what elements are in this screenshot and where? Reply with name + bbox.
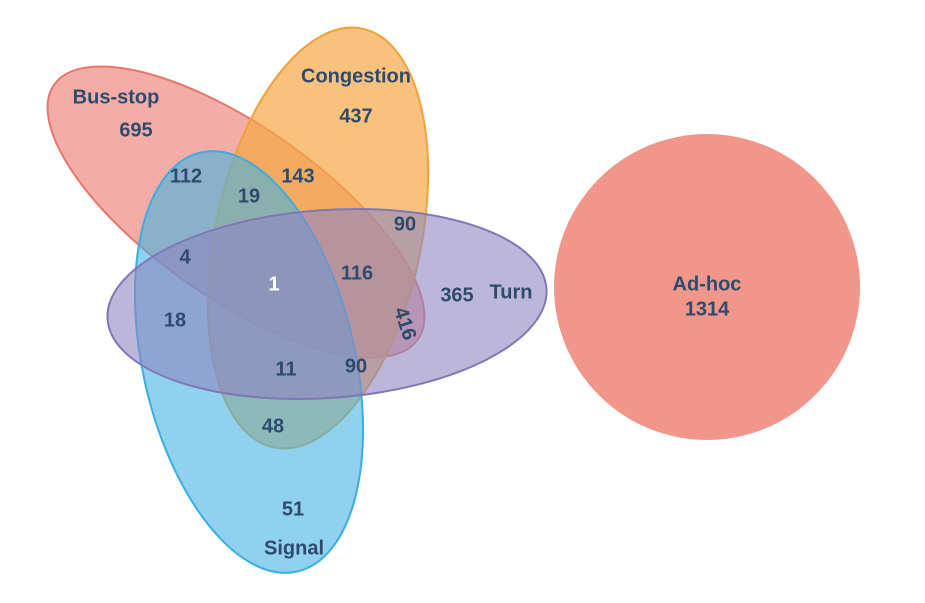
region-count: 143	[281, 165, 314, 187]
region-count: 112	[170, 165, 202, 187]
region-count: 365	[440, 284, 473, 306]
region-count: 4	[179, 246, 191, 268]
region-count: 90	[394, 213, 416, 235]
turn-set	[106, 207, 548, 401]
region-count: 1	[268, 273, 279, 295]
region-count: 437	[339, 105, 372, 127]
set-label: Turn	[490, 281, 533, 303]
region-count: 1314	[685, 298, 730, 320]
set-label: Bus-stop	[73, 86, 160, 108]
region-count: 18	[164, 309, 186, 331]
ad-hoc-set	[554, 134, 860, 440]
set-label: Signal	[264, 537, 324, 559]
region-count: 48	[262, 415, 284, 437]
region-count: 90	[345, 355, 367, 377]
region-count: 51	[282, 498, 304, 520]
set-label: Congestion	[301, 65, 411, 87]
region-count: 695	[119, 119, 152, 141]
set-label: Ad-hoc	[673, 273, 742, 295]
region-count: 116	[341, 262, 373, 284]
region-count: 11	[275, 358, 296, 380]
region-count: 19	[238, 185, 260, 207]
